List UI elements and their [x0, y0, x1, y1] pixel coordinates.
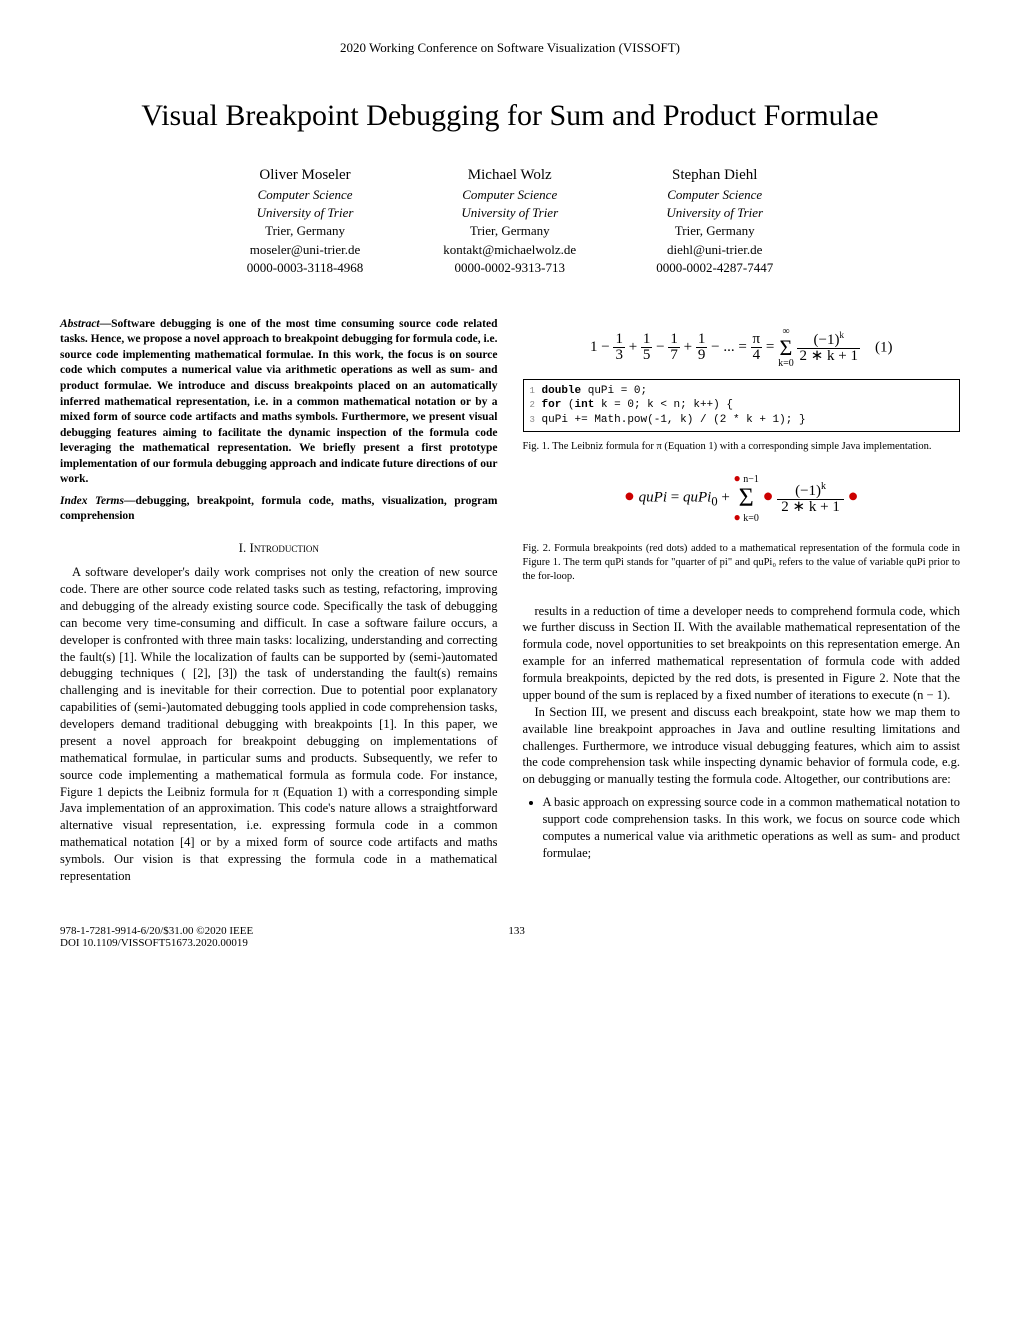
- author-2: Michael Wolz Computer Science University…: [443, 165, 576, 277]
- author-orcid: 0000-0002-4287-7447: [656, 259, 773, 277]
- author-city: Trier, Germany: [247, 222, 364, 240]
- author-email: kontakt@michaelwolz.de: [443, 241, 576, 259]
- col2-paragraph-2: In Section III, we present and discuss e…: [523, 704, 961, 788]
- author-name: Oliver Moseler: [247, 165, 364, 186]
- abstract-block: Abstract—Software debugging is one of th…: [60, 317, 498, 488]
- abstract-text: —Software debugging is one of the most t…: [60, 318, 498, 485]
- figure-2-formula: ● quPi = quPi0 + ● n−1 Σ ● k=0 ● (−1)k2 …: [523, 472, 961, 524]
- paper-title: Visual Breakpoint Debugging for Sum and …: [60, 96, 960, 135]
- footer-left: 978-1-7281-9914-6/20/$31.00 ©2020 IEEE D…: [60, 925, 253, 949]
- kw-double: double: [542, 385, 582, 397]
- author-email: diehl@uni-trier.de: [656, 241, 773, 259]
- contributions-list: A basic approach on expressing source co…: [523, 794, 961, 862]
- author-dept: Computer Science: [443, 186, 576, 204]
- author-orcid: 0000-0003-3118-4968: [247, 259, 364, 277]
- code-line-2: 2 for (int k = 0; k < n; k++) {: [530, 398, 954, 412]
- breakpoint-dot-icon: ●: [848, 485, 859, 505]
- col2-paragraph-1: results in a reduction of time a develop…: [523, 603, 961, 704]
- code-text: k = 0; k < n; k++) {: [594, 399, 733, 411]
- left-column: Abstract—Software debugging is one of th…: [60, 317, 498, 885]
- code-line-1: 1 double quPi = 0;: [530, 384, 954, 398]
- author-name: Michael Wolz: [443, 165, 576, 186]
- author-email: moseler@uni-trier.de: [247, 241, 364, 259]
- code-text: quPi += Math.pow(-1, k) / (2 * k + 1); }: [542, 414, 806, 426]
- footer-doi: DOI 10.1109/VISSOFT51673.2020.00019: [60, 937, 253, 949]
- equation-1: 1 − 13 + 15 − 17 + 19 − ... = π4 = ∞Σk=0…: [523, 327, 961, 369]
- breakpoint-dot-icon: ●: [734, 510, 741, 524]
- figure-2-caption: Fig. 2. Formula breakpoints (red dots) a…: [523, 542, 961, 585]
- code-listing: 1 double quPi = 0; 2 for (int k = 0; k <…: [523, 379, 961, 432]
- author-orcid: 0000-0002-9313-713: [443, 259, 576, 277]
- footer-isbn: 978-1-7281-9914-6/20/$31.00 ©2020 IEEE: [60, 925, 253, 937]
- equation-body: 1 − 13 + 15 − 17 + 19 − ... = π4 = ∞Σk=0…: [590, 339, 860, 355]
- two-column-content: Abstract—Software debugging is one of th…: [60, 317, 960, 885]
- footer-page-number: 133: [508, 925, 525, 949]
- author-univ: University of Trier: [656, 204, 773, 222]
- author-name: Stephan Diehl: [656, 165, 773, 186]
- page-footer: 978-1-7281-9914-6/20/$31.00 ©2020 IEEE D…: [60, 925, 960, 949]
- code-text: quPi = 0;: [581, 385, 647, 397]
- author-3: Stephan Diehl Computer Science Universit…: [656, 165, 773, 277]
- abstract-label: Abstract: [60, 318, 100, 330]
- author-univ: University of Trier: [443, 204, 576, 222]
- contribution-item-1: A basic approach on expressing source co…: [543, 794, 961, 862]
- author-dept: Computer Science: [656, 186, 773, 204]
- code-text: (: [561, 399, 574, 411]
- authors-block: Oliver Moseler Computer Science Universi…: [60, 165, 960, 277]
- author-univ: University of Trier: [247, 204, 364, 222]
- index-terms-block: Index Terms—debugging, breakpoint, formu…: [60, 494, 498, 525]
- intro-paragraph-1: A software developer's daily work compri…: [60, 564, 498, 885]
- author-city: Trier, Germany: [443, 222, 576, 240]
- conference-header: 2020 Working Conference on Software Visu…: [60, 40, 960, 56]
- index-terms-text: —debugging, breakpoint, formula code, ma…: [60, 495, 498, 523]
- author-city: Trier, Germany: [656, 222, 773, 240]
- index-terms-label: Index Terms: [60, 495, 124, 507]
- equation-number: (1): [875, 339, 893, 355]
- breakpoint-dot-icon: ●: [624, 485, 635, 505]
- code-line-3: 3 quPi += Math.pow(-1, k) / (2 * k + 1);…: [530, 413, 954, 427]
- breakpoint-dot-icon: ●: [763, 485, 774, 505]
- figure-1-caption: Fig. 1. The Leibniz formula for π (Equat…: [523, 440, 961, 454]
- right-column: 1 − 13 + 15 − 17 + 19 − ... = π4 = ∞Σk=0…: [523, 317, 961, 885]
- author-1: Oliver Moseler Computer Science Universi…: [247, 165, 364, 277]
- author-dept: Computer Science: [247, 186, 364, 204]
- kw-int: int: [575, 399, 595, 411]
- section-heading-intro: I. Introduction: [60, 539, 498, 557]
- kw-for: for: [542, 399, 562, 411]
